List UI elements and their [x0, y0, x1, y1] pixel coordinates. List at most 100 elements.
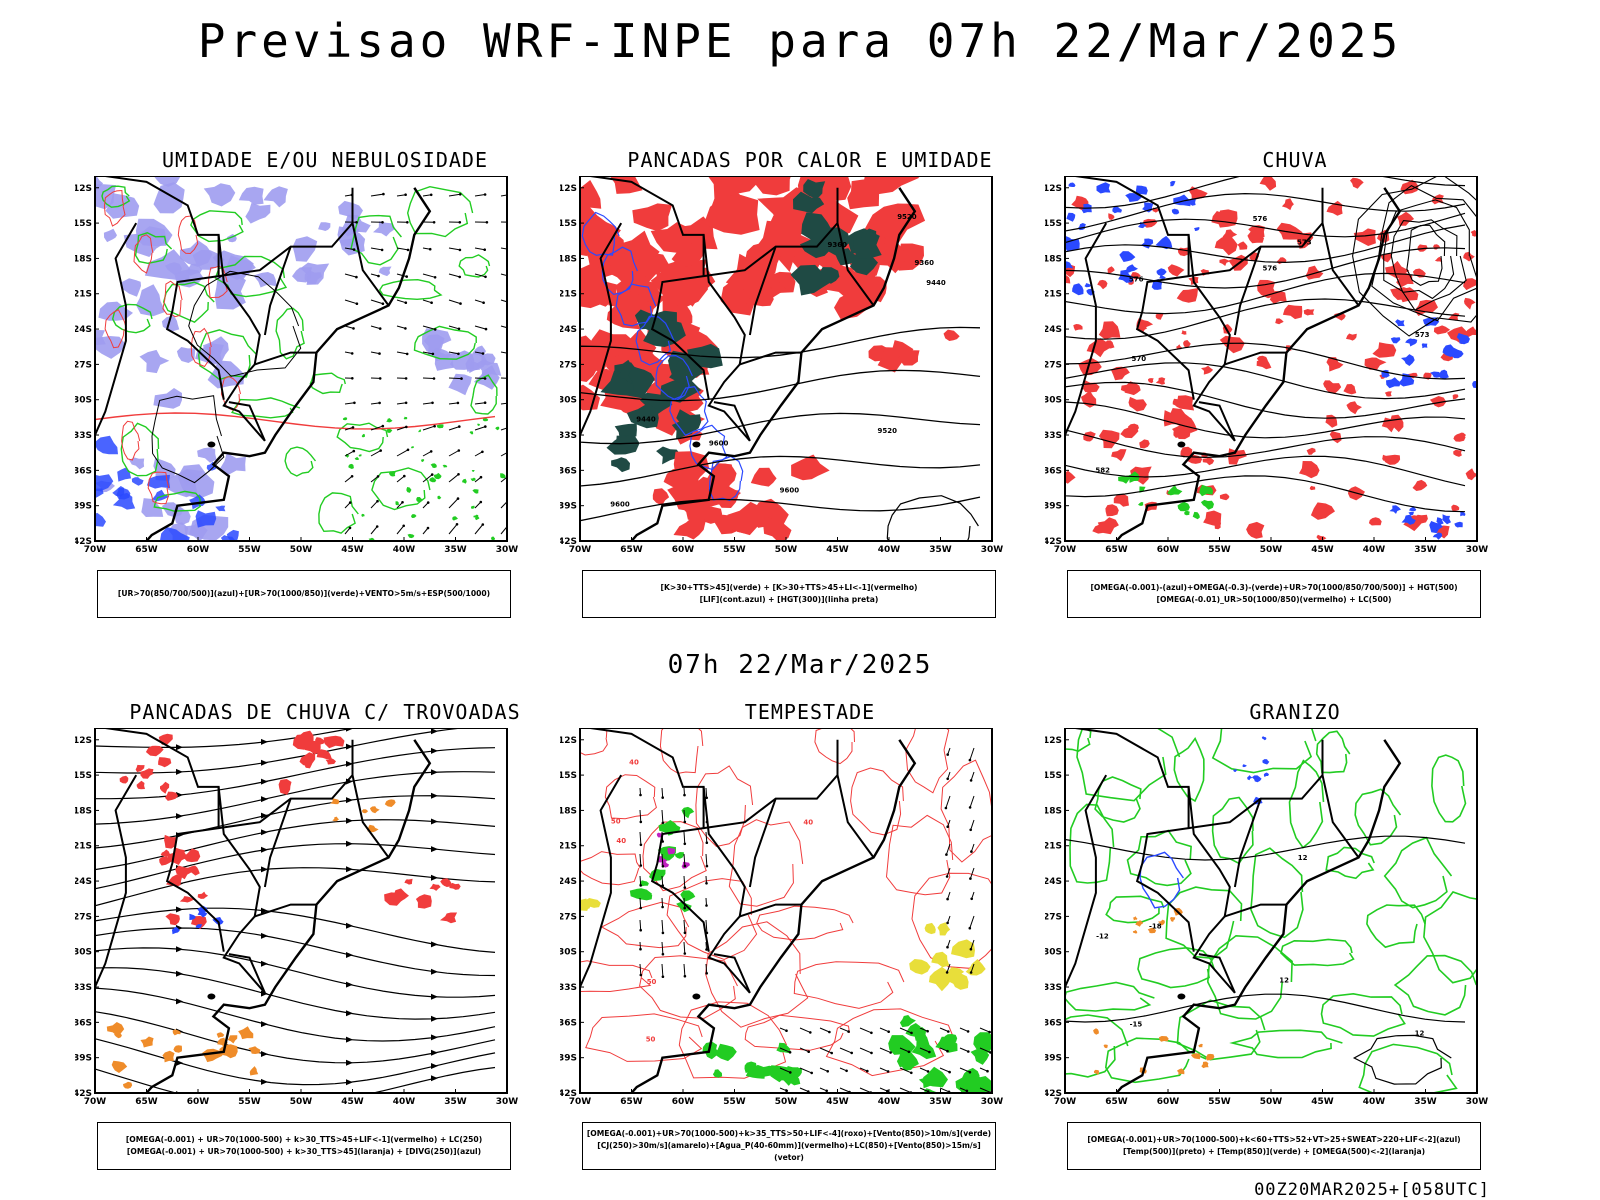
rain-area	[1281, 198, 1294, 211]
rain-area	[1203, 510, 1222, 526]
wind-vector-head	[809, 1031, 812, 1034]
lat-label: 33S	[75, 983, 92, 993]
map-layer: 50 40 40 50 40 50	[580, 728, 992, 1093]
rh-dot	[500, 473, 506, 479]
omega-area	[1068, 182, 1076, 187]
wind-vector	[370, 526, 378, 535]
wind-vector	[859, 1047, 872, 1054]
streamline-arrow	[261, 960, 268, 967]
wind-vector-head	[380, 248, 384, 252]
lat-label: 24S	[560, 877, 577, 887]
wind850-area	[973, 1032, 992, 1053]
moist-area	[676, 409, 702, 433]
wind-vector-head	[509, 193, 512, 196]
moist-area	[606, 435, 640, 455]
wind-vector	[705, 963, 708, 974]
wind850-area	[658, 820, 678, 833]
thunder-area	[172, 1029, 181, 1036]
mid-date: 07h 22/Mar/2025	[667, 650, 933, 680]
wind-vector-head	[479, 500, 483, 504]
rh-dot	[418, 429, 422, 433]
wind-vector	[799, 1047, 809, 1053]
rh-dot	[433, 472, 442, 480]
lat-label: 39S	[560, 502, 577, 512]
omega500-area	[1157, 919, 1165, 926]
wind-vector	[344, 247, 355, 251]
instability-area	[734, 514, 752, 534]
wind-vector	[799, 1067, 812, 1074]
wind-vector	[422, 194, 432, 197]
map-pancadas-calor: 9600 9520 9600 9600 9520 9440 9360 9360 9440 12S 1…	[560, 176, 1003, 555]
wind-vector	[879, 1067, 889, 1072]
map-layer: -12 12 -15 12 12 -18	[1065, 728, 1477, 1093]
map-layer: 9600 9520 9600 9600 9520 9440 9360 9360 9440	[580, 176, 992, 541]
lat-label: 18S	[560, 806, 577, 816]
hgt500-contour	[1065, 247, 1466, 289]
rain-area	[1417, 244, 1428, 252]
wind-vector-head	[845, 1069, 848, 1073]
humidity-core	[206, 461, 218, 471]
wind-vector-head	[375, 525, 379, 528]
lon-label: 50W	[1260, 1097, 1283, 1107]
wind-vector-head	[406, 248, 410, 252]
rain-area	[1065, 470, 1076, 484]
wind-vector	[500, 525, 507, 535]
temp850-contour	[1065, 728, 1092, 752]
wind-vector-head	[378, 401, 381, 405]
wind-vector	[396, 426, 407, 431]
humidity-area	[292, 236, 318, 262]
omega500-area	[1190, 1053, 1201, 1060]
wind-vector	[422, 402, 433, 405]
temp850-contour	[1250, 847, 1304, 939]
moist-area	[640, 392, 673, 415]
wind-vector-head	[946, 897, 949, 901]
temp850-contour	[1358, 1043, 1458, 1093]
humidity-area	[95, 176, 104, 191]
pressure-contour	[188, 270, 302, 377]
contour-label: 9440	[926, 279, 946, 287]
lc850-contour	[756, 905, 854, 941]
rh-contour	[318, 492, 359, 534]
wind-vector-head	[431, 352, 435, 356]
thickness-contour	[104, 309, 127, 349]
wind-vector	[396, 501, 403, 509]
rain-area	[1453, 449, 1462, 457]
contour-label: 573	[1415, 331, 1430, 339]
legend-pancadas-calor: [K>30+TTS>45](verde) + [K>30+TTS>45+LI<-…	[582, 570, 996, 618]
lat-label: 36S	[1045, 466, 1062, 476]
hgt500-contour	[1065, 401, 1466, 439]
instability-area	[703, 195, 760, 235]
contour-label: 12	[1415, 1030, 1425, 1038]
border-line	[1065, 774, 1108, 988]
wind-vector-head	[433, 276, 437, 279]
rain-area	[1276, 222, 1303, 240]
instability-area	[725, 253, 775, 290]
map-frame	[94, 728, 508, 1094]
border-line	[836, 774, 875, 859]
lat-label: 18S	[1045, 254, 1062, 264]
wind-vector-head	[429, 193, 433, 197]
wind-vector-head	[483, 401, 487, 404]
streamline-arrow	[261, 778, 268, 785]
hgt500-contour	[1065, 429, 1466, 459]
humidity-core	[95, 435, 118, 455]
instability-area	[881, 347, 899, 363]
humidity-core	[152, 489, 170, 502]
wind-vector-head	[456, 401, 460, 405]
wind-vector-head	[379, 449, 383, 452]
omega-strong-area	[1200, 499, 1214, 510]
wind-vector-head	[432, 221, 436, 224]
wind-vector	[344, 402, 355, 405]
wind-vector-head	[403, 474, 406, 478]
border-line	[590, 728, 710, 952]
lat-label: 39S	[560, 1054, 577, 1064]
contour-label: 50	[646, 1035, 656, 1043]
streamline-arrow	[176, 792, 183, 798]
lat-label: 21S	[75, 842, 92, 852]
wind-vector	[500, 427, 507, 431]
rain-area	[1414, 514, 1428, 524]
wind-vector	[448, 273, 460, 278]
border-line	[1075, 728, 1195, 952]
wind-vector	[683, 853, 686, 867]
omega500-area	[1205, 1053, 1215, 1061]
